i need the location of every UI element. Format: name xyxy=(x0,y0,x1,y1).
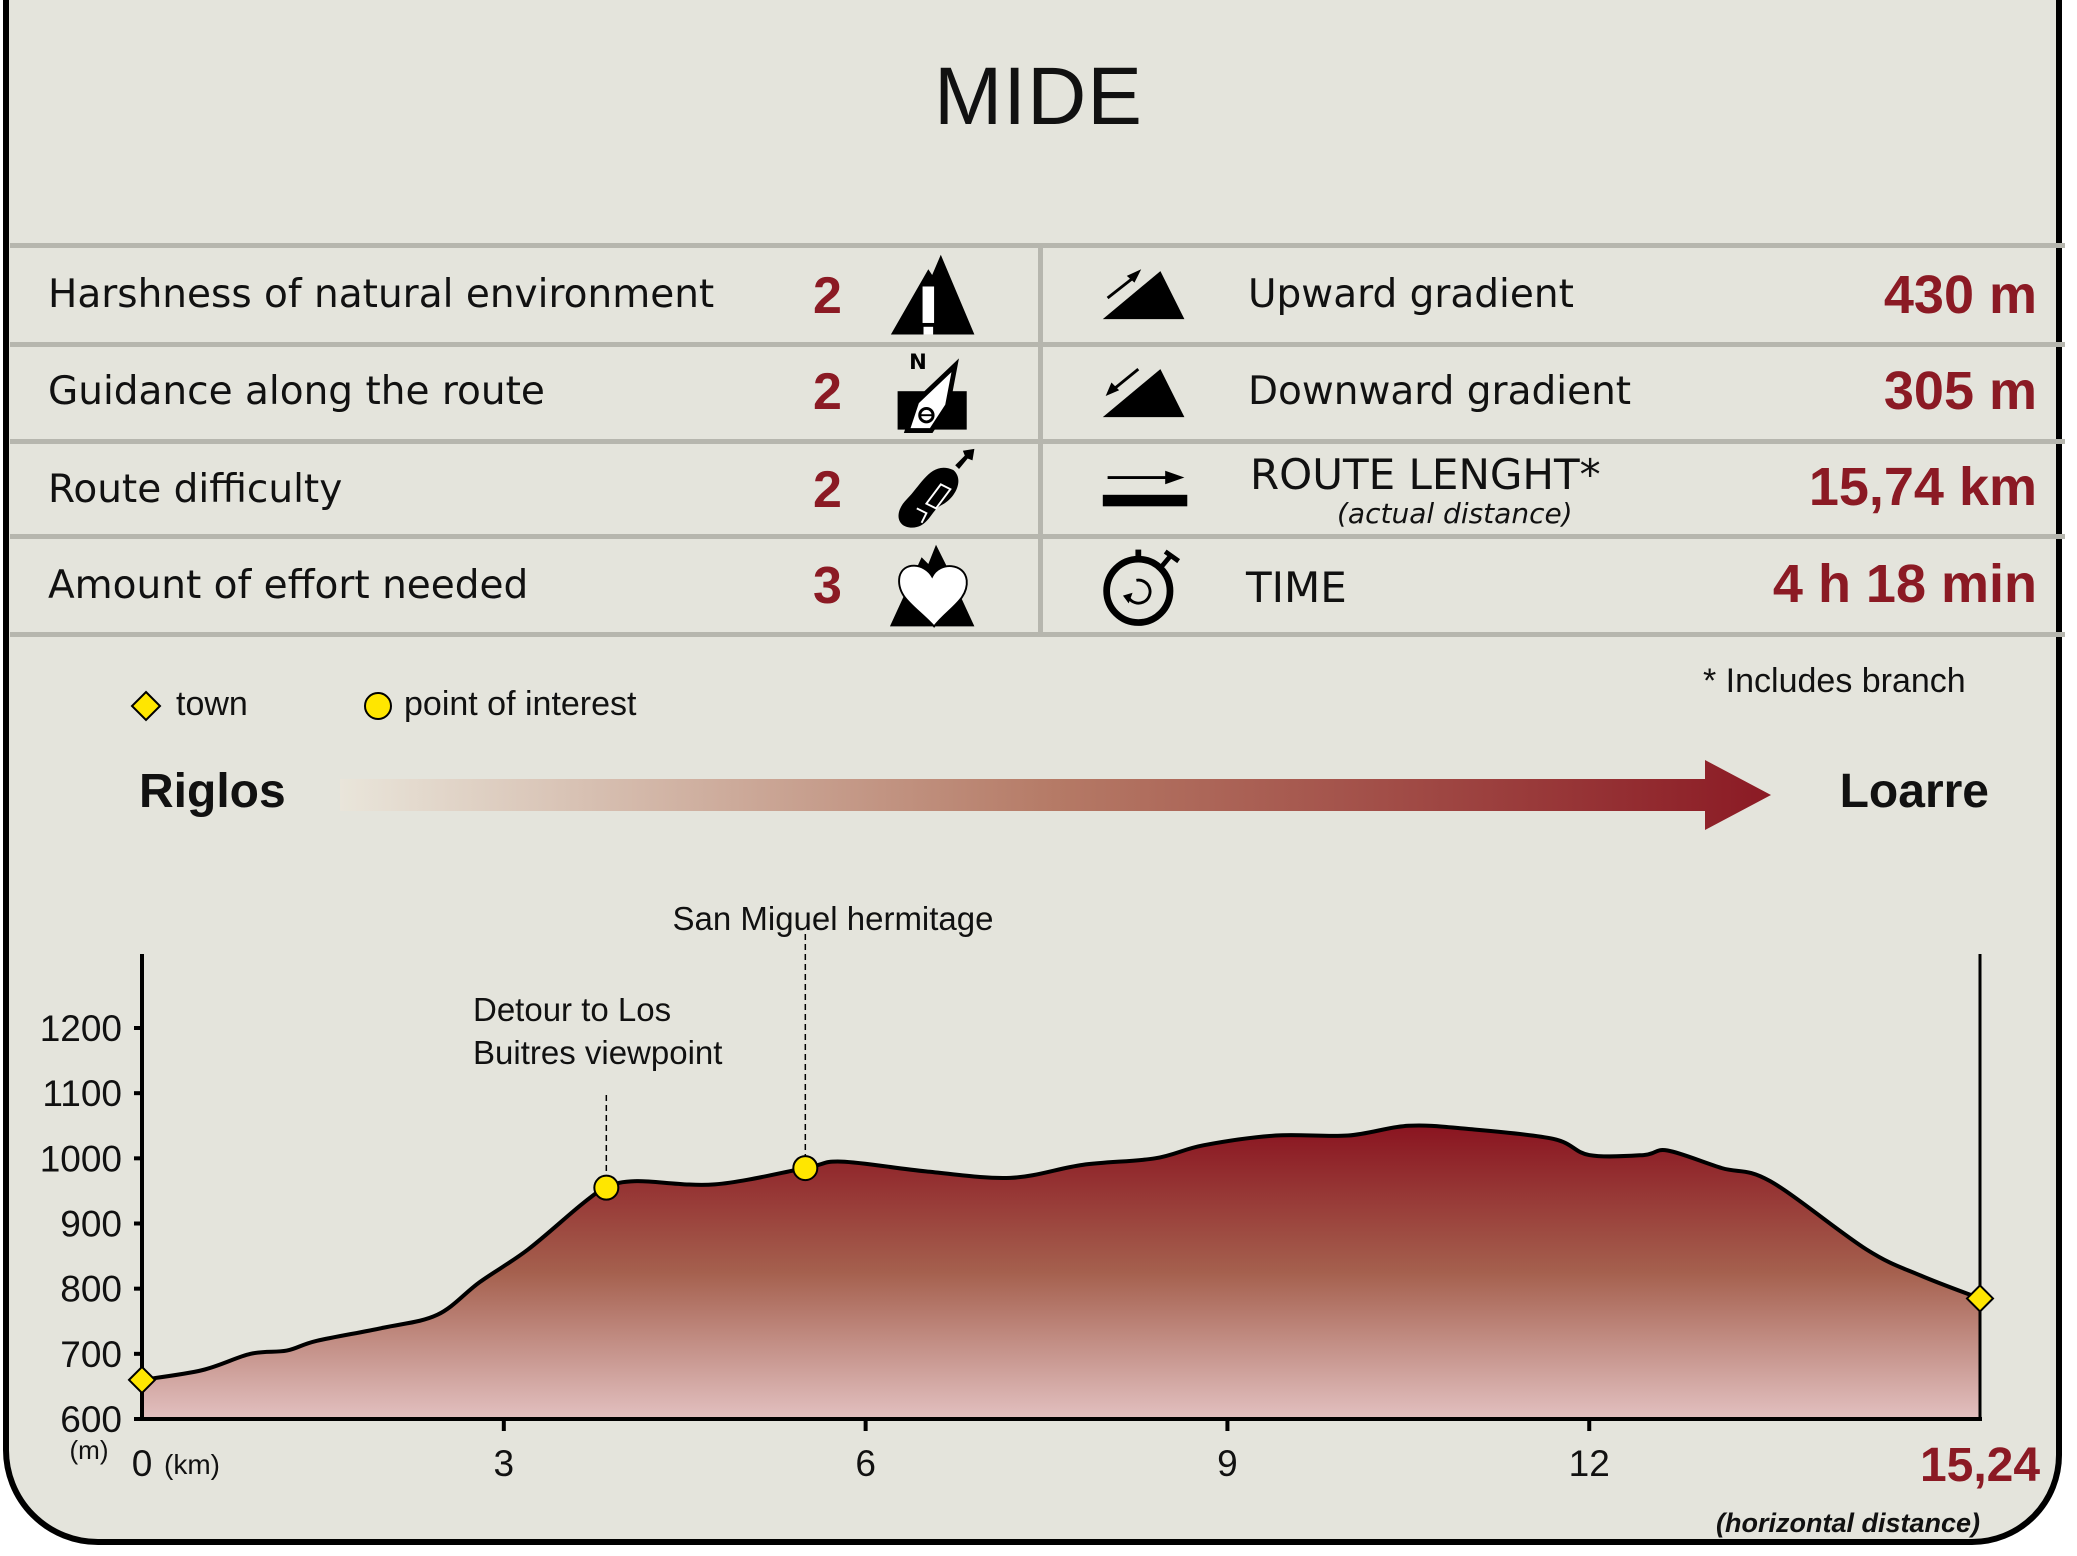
distance-arrow-icon xyxy=(1102,470,1188,507)
town-marker xyxy=(1965,1284,1995,1313)
mide-score-guidance: 2 xyxy=(813,363,842,421)
x-tick-label: 0 xyxy=(132,1443,153,1484)
town-diamond-icon xyxy=(130,690,162,722)
mide-score-effort: 3 xyxy=(813,557,842,615)
mide-score-difficulty: 2 xyxy=(813,461,842,519)
table-divider xyxy=(10,534,2065,539)
y-axis-unit: (m) xyxy=(70,1435,109,1465)
downhill-arrow-icon xyxy=(1102,368,1185,418)
mide-score-harshness: 2 xyxy=(813,267,842,325)
route-start: Riglos xyxy=(139,765,286,818)
y-tick-label: 800 xyxy=(60,1269,122,1310)
table-divider xyxy=(10,439,2065,444)
route-end: Loarre xyxy=(1839,765,1989,818)
poi-circle-icon xyxy=(364,692,392,720)
direction-arrow-icon xyxy=(340,760,1771,830)
stat-sublabel-length: (actual distance) xyxy=(1337,497,1573,530)
poi-marker xyxy=(792,1155,819,1182)
page-title: MIDE xyxy=(934,51,1143,142)
includes-branch-note: * Includes branch xyxy=(1703,662,1966,700)
y-tick-label: 700 xyxy=(60,1334,122,1375)
svg-text:N: N xyxy=(909,349,927,374)
town-marker xyxy=(127,1365,157,1395)
uphill-arrow-icon xyxy=(1102,269,1185,320)
stat-label-time: TIME xyxy=(1246,563,1347,612)
y-tick-label: 600 xyxy=(60,1399,122,1440)
elevation-line xyxy=(141,1123,1981,1382)
table-column-divider xyxy=(1038,245,1043,635)
x-axis-unit: (km) xyxy=(164,1449,220,1480)
mide-label-harshness: Harshness of natural environment xyxy=(48,272,715,317)
y-tick-label: 1000 xyxy=(40,1138,122,1179)
legend-poi: point of interest xyxy=(404,685,637,723)
stat-label-length: ROUTE LENGHT* xyxy=(1250,450,1601,499)
stat-value-downward: 305 m xyxy=(1883,361,2037,421)
x-tick-label: 12 xyxy=(1569,1443,1610,1484)
poi-label: Detour to Los xyxy=(473,991,671,1028)
compass-orientation-icon: N xyxy=(897,349,967,433)
mide-label-effort: Amount of effort needed xyxy=(48,563,529,608)
table-divider xyxy=(10,243,2065,248)
stat-value-length: 15,74 km xyxy=(1808,457,2037,517)
horizontal-distance-note: (horizontal distance) xyxy=(1716,1508,1980,1538)
x-tick-label: 3 xyxy=(494,1443,515,1484)
y-tick-label: 1200 xyxy=(40,1008,122,1049)
table-divider xyxy=(10,632,2065,637)
stat-label-downward: Downward gradient xyxy=(1248,369,1632,414)
stat-value-time: 4 h 18 min xyxy=(1772,554,2037,614)
x-end-label: 15,24 xyxy=(1920,1439,2040,1492)
poi-label: Buitres viewpoint xyxy=(473,1034,722,1071)
mide-label-guidance: Guidance along the route xyxy=(48,369,545,414)
mide-label-difficulty: Route difficulty xyxy=(48,467,343,512)
legend-town: town xyxy=(176,685,248,723)
x-tick-label: 9 xyxy=(1217,1443,1238,1484)
x-tick-label: 6 xyxy=(855,1443,876,1484)
poi-marker xyxy=(593,1174,620,1201)
stat-label-upward: Upward gradient xyxy=(1248,272,1574,317)
stopwatch-icon xyxy=(1103,549,1181,626)
table-divider xyxy=(10,342,2065,347)
y-tick-label: 1100 xyxy=(42,1073,122,1114)
stat-value-upward: 430 m xyxy=(1883,265,2037,325)
heart-mountain-icon xyxy=(889,544,975,628)
y-tick-label: 900 xyxy=(60,1204,122,1245)
boot-sole-icon xyxy=(898,448,975,528)
poi-label: San Miguel hermitage xyxy=(672,900,993,937)
mountain-warning-icon xyxy=(890,254,975,335)
